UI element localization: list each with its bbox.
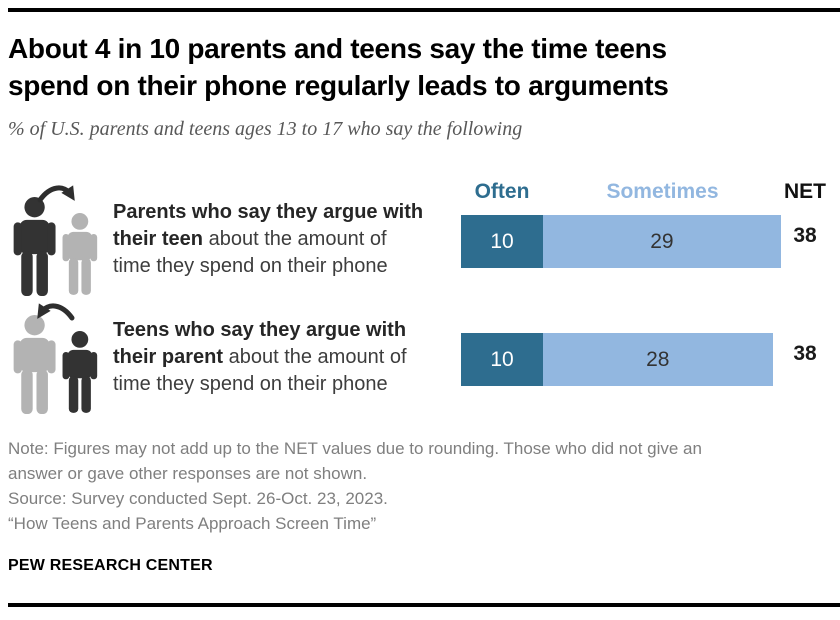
teen-figure: [62, 213, 98, 295]
bottom-rule: [8, 603, 840, 607]
note-line: Note: Figures may not add up to the NET …: [8, 439, 702, 458]
stacked-bar: 10 29: [461, 215, 781, 268]
parent-to-teen-argument-icon: [13, 185, 98, 296]
legend-sometimes-label: Sometimes: [606, 180, 719, 203]
legend-often-label: Often: [474, 180, 530, 203]
row-label: Parents who say they argue with their te…: [113, 199, 458, 280]
pew-research-center-wordmark: PEW RESEARCH CENTER: [8, 557, 213, 574]
note-line: answer or gave other responses are not s…: [8, 464, 368, 483]
parent-figure: [13, 315, 56, 414]
direction-arrow: [37, 303, 75, 321]
teen-to-parent-argument-icon: [13, 303, 98, 414]
row-label-bold: Parents who say they argue with their te…: [113, 201, 424, 250]
direction-arrow: [37, 185, 75, 203]
chart-row-teens: Teens who say they argue with their pare…: [0, 302, 840, 420]
chart-title: About 4 in 10 parents and teens say the …: [8, 33, 669, 101]
footnotes: Note: Figures may not add up to the NET …: [8, 436, 832, 536]
row-label: Teens who say they argue with their pare…: [113, 317, 458, 398]
bar-value-sometimes: 29: [650, 229, 674, 253]
top-rule: [8, 8, 840, 12]
row-label-bold: Teens who say they argue with their pare…: [113, 319, 407, 368]
bar-segment-sometimes: 29: [543, 215, 781, 268]
report-title-line: “How Teens and Parents Approach Screen T…: [8, 514, 377, 533]
stacked-bar: 10 28: [461, 333, 773, 386]
bar-segment-often: 10: [461, 215, 543, 268]
bar-segment-often: 10: [461, 333, 543, 386]
net-value: 38: [793, 342, 817, 365]
bar-segment-sometimes: 28: [543, 333, 773, 386]
source-line: Source: Survey conducted Sept. 26-Oct. 2…: [8, 489, 388, 508]
chart-row-parents: Parents who say they argue with their te…: [0, 184, 840, 302]
bar-value-sometimes: 28: [646, 347, 670, 371]
chart-subtitle: % of U.S. parents and teens ages 13 to 1…: [8, 118, 523, 140]
bar-value-often: 10: [490, 229, 514, 253]
parent-figure: [13, 197, 56, 296]
net-value: 38: [793, 224, 817, 247]
bar-value-often: 10: [490, 347, 514, 371]
teen-figure: [62, 331, 98, 413]
row-label-rest: about the amount of time they spend on t…: [113, 228, 388, 277]
row-label-rest: about the amount of time they spend on t…: [113, 346, 407, 395]
legend-net-label: NET: [784, 180, 826, 203]
